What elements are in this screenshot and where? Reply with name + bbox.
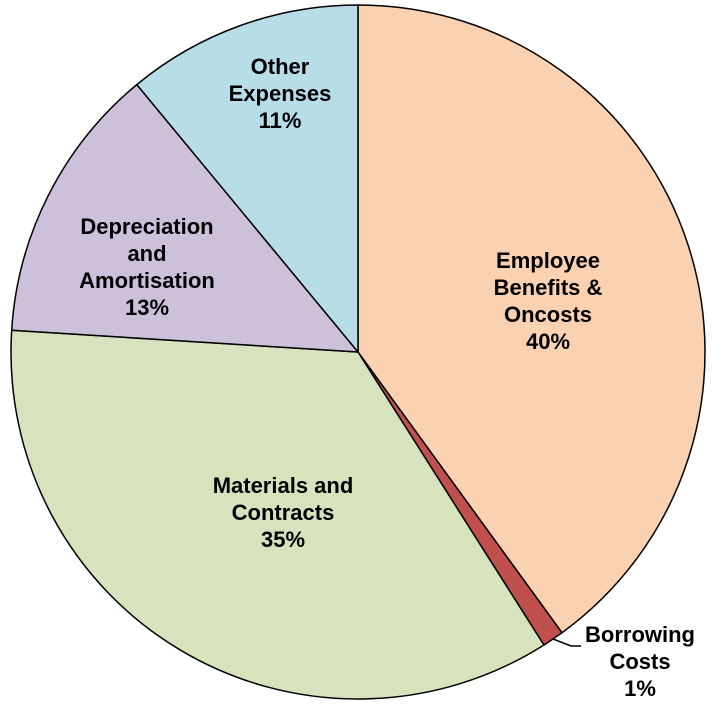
slice-percent-depreciation: 13%: [125, 295, 169, 320]
slice-name-line: Oncosts: [504, 302, 592, 327]
slice-percent-materials: 35%: [261, 527, 305, 552]
slice-percent-other: 11%: [259, 108, 302, 133]
slice-name-line: Amortisation: [79, 268, 215, 293]
slice-name-line: Employee: [496, 248, 600, 273]
slice-name-line: Other: [251, 54, 310, 79]
slice-name-line: Benefits &: [494, 275, 603, 300]
leader-layer: [553, 639, 581, 646]
slice-name-line: Depreciation: [80, 214, 213, 239]
slice-percent-borrowing: 1%: [624, 676, 656, 701]
leader-line-borrowing: [553, 639, 581, 646]
slice-name-line: Borrowing: [585, 622, 695, 647]
slice-label-borrowing: Borrowing Costs 1%: [585, 622, 695, 701]
slice-name-line: Costs: [609, 649, 670, 674]
slice-name-line: Contracts: [232, 500, 335, 525]
slice-name-line: and: [127, 241, 166, 266]
slice-percent-employee: 40%: [526, 329, 570, 354]
slices-layer: [11, 5, 705, 699]
slice-name-line: Materials and: [213, 473, 354, 498]
slice-name-line: Expenses: [229, 81, 332, 106]
